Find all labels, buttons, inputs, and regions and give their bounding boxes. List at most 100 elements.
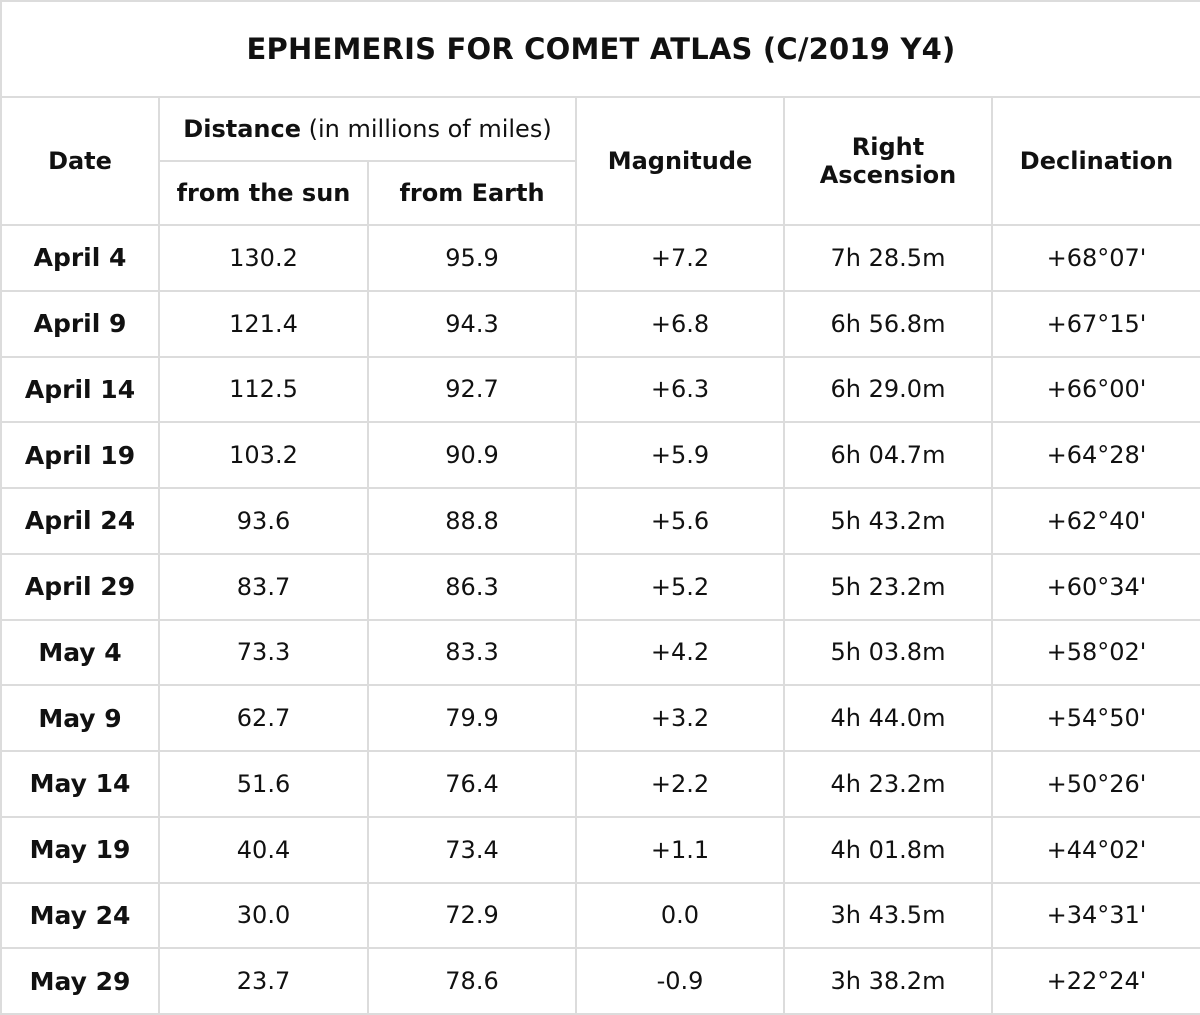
cell-date: April 29 [0,552,160,621]
header-ra-line1: Right [851,133,925,161]
cell-distance-earth: 73.4 [367,815,577,884]
cell-right-ascension: 5h 03.8m [783,618,993,687]
table-row: May 24 30.0 72.9 0.0 3h 43.5m +34°31' [0,881,1200,950]
cell-distance-sun: 103.2 [158,421,369,489]
cell-right-ascension: 7h 28.5m [783,224,993,292]
header-distance: Distance (in millions of miles) [158,96,577,162]
header-from-sun: from the sun [158,160,369,226]
cell-date: April 24 [0,487,160,555]
cell-magnitude: +7.2 [575,224,785,292]
cell-distance-earth: 86.3 [367,552,577,621]
header-row-1: Date Distance (in millions of miles) Mag… [0,96,1200,226]
cell-right-ascension: 4h 01.8m [783,815,993,884]
cell-magnitude: 0.0 [575,881,785,950]
cell-declination: +66°00' [990,355,1200,424]
cell-distance-sun: 30.0 [158,881,369,950]
header-date: Date [0,96,160,226]
cell-date: May 9 [0,684,160,752]
cell-declination: +58°02' [990,618,1200,687]
cell-declination: +50°26' [990,750,1200,818]
cell-distance-earth: 78.6 [367,947,577,1015]
cell-magnitude: +5.2 [575,552,785,621]
cell-magnitude: +2.2 [575,750,785,818]
cell-right-ascension: 6h 56.8m [783,289,993,358]
header-distance-unit: (in millions of miles) [301,115,552,143]
cell-right-ascension: 6h 04.7m [783,421,993,489]
cell-declination: +67°15' [990,289,1200,358]
header-ra-line2: Ascension [819,161,957,189]
table-row: May 19 40.4 73.4 +1.1 4h 01.8m +44°02' [0,815,1200,884]
cell-magnitude: +1.1 [575,815,785,884]
cell-magnitude: +5.6 [575,487,785,555]
cell-distance-earth: 94.3 [367,289,577,358]
cell-distance-sun: 93.6 [158,487,369,555]
cell-date: May 29 [0,947,160,1015]
cell-declination: +60°34' [990,552,1200,621]
cell-distance-earth: 90.9 [367,421,577,489]
cell-distance-earth: 72.9 [367,881,577,950]
cell-magnitude: +3.2 [575,684,785,752]
header-declination: Declination [990,96,1200,226]
cell-declination: +44°02' [990,815,1200,884]
cell-distance-sun: 112.5 [158,355,369,424]
cell-distance-sun: 62.7 [158,684,369,752]
cell-declination: +68°07' [990,224,1200,292]
cell-right-ascension: 3h 43.5m [783,881,993,950]
cell-distance-sun: 73.3 [158,618,369,687]
cell-magnitude: +5.9 [575,421,785,489]
cell-distance-sun: 83.7 [158,552,369,621]
cell-distance-earth: 95.9 [367,224,577,292]
table-row: April 19 103.2 90.9 +5.9 6h 04.7m +64°28' [0,421,1200,489]
cell-right-ascension: 6h 29.0m [783,355,993,424]
cell-distance-earth: 76.4 [367,750,577,818]
cell-date: May 24 [0,881,160,950]
table-row: April 14 112.5 92.7 +6.3 6h 29.0m +66°00' [0,355,1200,424]
cell-declination: +64°28' [990,421,1200,489]
cell-distance-sun: 121.4 [158,289,369,358]
cell-date: May 14 [0,750,160,818]
cell-declination: +22°24' [990,947,1200,1015]
cell-date: April 14 [0,355,160,424]
cell-distance-sun: 130.2 [158,224,369,292]
cell-date: May 4 [0,618,160,687]
cell-date: April 9 [0,289,160,358]
table-row: April 4 130.2 95.9 +7.2 7h 28.5m +68°07' [0,224,1200,292]
table-row: May 9 62.7 79.9 +3.2 4h 44.0m +54°50' [0,684,1200,752]
title-row: EPHEMERIS FOR COMET ATLAS (C/2019 Y4) [0,0,1200,98]
cell-magnitude: +6.3 [575,355,785,424]
header-right-ascension: Right Ascension [783,96,993,226]
cell-date: May 19 [0,815,160,884]
cell-right-ascension: 5h 43.2m [783,487,993,555]
cell-date: April 19 [0,421,160,489]
table-body: April 4 130.2 95.9 +7.2 7h 28.5m +68°07' April… [0,224,1200,1015]
cell-magnitude: -0.9 [575,947,785,1015]
cell-distance-sun: 23.7 [158,947,369,1015]
table-title: EPHEMERIS FOR COMET ATLAS (C/2019 Y4) [0,0,1200,98]
cell-distance-earth: 92.7 [367,355,577,424]
cell-distance-earth: 88.8 [367,487,577,555]
cell-right-ascension: 3h 38.2m [783,947,993,1015]
cell-magnitude: +6.8 [575,289,785,358]
cell-magnitude: +4.2 [575,618,785,687]
header-magnitude: Magnitude [575,96,785,226]
table-row: April 9 121.4 94.3 +6.8 6h 56.8m +67°15' [0,289,1200,358]
cell-right-ascension: 4h 23.2m [783,750,993,818]
cell-declination: +54°50' [990,684,1200,752]
cell-right-ascension: 5h 23.2m [783,552,993,621]
table-row: April 29 83.7 86.3 +5.2 5h 23.2m +60°34' [0,552,1200,621]
cell-declination: +62°40' [990,487,1200,555]
table-row: May 29 23.7 78.6 -0.9 3h 38.2m +22°24' [0,947,1200,1015]
cell-declination: +34°31' [990,881,1200,950]
header-from-earth: from Earth [367,160,577,226]
cell-distance-earth: 79.9 [367,684,577,752]
header-distance-label: Distance [183,115,301,143]
cell-date: April 4 [0,224,160,292]
cell-distance-earth: 83.3 [367,618,577,687]
table-row: May 14 51.6 76.4 +2.2 4h 23.2m +50°26' [0,750,1200,818]
cell-distance-sun: 51.6 [158,750,369,818]
cell-right-ascension: 4h 44.0m [783,684,993,752]
table-row: May 4 73.3 83.3 +4.2 5h 03.8m +58°02' [0,618,1200,687]
header-row-2: from the sun from Earth [1,160,1200,226]
cell-distance-sun: 40.4 [158,815,369,884]
